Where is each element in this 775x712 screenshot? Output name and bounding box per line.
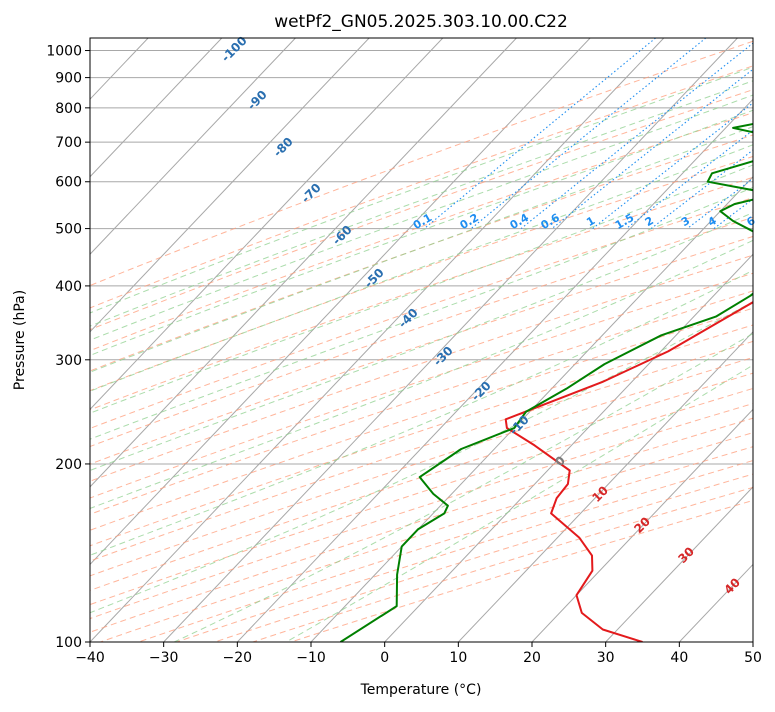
- isotherm-line: [0, 38, 295, 642]
- y-tick-label: 100: [55, 635, 82, 651]
- y-tick-label: 900: [55, 71, 82, 87]
- mixing-ratio-label: 1: [584, 214, 597, 229]
- isotherm-line: [753, 38, 775, 642]
- x-tick-label: 10: [449, 650, 467, 666]
- x-tick-label: 0: [380, 650, 389, 666]
- y-axis-label: Pressure (hPa): [12, 290, 28, 390]
- y-tick-label: 1000: [46, 44, 82, 60]
- isotherm-line: [237, 38, 775, 642]
- y-tick-label: 700: [55, 135, 82, 151]
- isotherm-line: [0, 38, 222, 642]
- mixing-ratio-line: [753, 38, 775, 229]
- x-tick-label: −10: [296, 650, 326, 666]
- y-tick-label: 500: [55, 222, 82, 238]
- x-tick-label: 20: [523, 650, 541, 666]
- dry-adiabat-line: [0, 38, 763, 642]
- x-axis-label: Temperature (°C): [360, 682, 482, 698]
- x-tick-label: 30: [597, 650, 615, 666]
- y-tick-label: 200: [55, 457, 82, 473]
- y-tick-label: 300: [55, 353, 82, 369]
- x-tick-label: 40: [670, 650, 688, 666]
- dry-adiabat-label: -20: [469, 379, 494, 404]
- dry-adiabat-label: -50: [362, 266, 387, 291]
- moist-adiabat-label: 30: [675, 544, 697, 566]
- isotherm-line: [16, 38, 590, 642]
- moist-adiabat-label: 10: [589, 483, 611, 505]
- mixing-ratio-line: [651, 38, 775, 229]
- y-tick-label: 600: [55, 175, 82, 191]
- chart-title: wetPf2_GN05.2025.303.10.00.C22: [274, 12, 568, 32]
- dry-adiabat-label: -70: [299, 181, 324, 206]
- x-tick-label: −30: [149, 650, 179, 666]
- x-tick-label: −40: [75, 650, 105, 666]
- dry-adiabat-label: -30: [431, 344, 456, 369]
- mixing-ratio-label: 4: [706, 214, 719, 229]
- isotherm-line: [385, 38, 775, 642]
- dry-adiabat-label: -90: [245, 88, 270, 113]
- isotherm-line: [0, 38, 1, 642]
- x-tick-label: −20: [223, 650, 253, 666]
- mixing-ratio-label: 2: [643, 214, 656, 229]
- isotherm-line: [90, 38, 664, 642]
- x-tick-label: 50: [744, 650, 762, 666]
- moist-adiabat-line: [286, 38, 775, 642]
- dry-adiabat-label: -10: [507, 413, 532, 438]
- y-tick-label: 400: [55, 279, 82, 295]
- isotherm-line: [458, 38, 775, 642]
- axes: −40 −30 −20 −10 0 10 20 30 40 50 1000 900 800 700 600 5…: [46, 44, 762, 666]
- y-tick-label: 800: [55, 101, 82, 117]
- isotherm-line: [0, 38, 369, 642]
- dry-adiabat-line: [24, 38, 775, 642]
- background-lines: [0, 38, 775, 642]
